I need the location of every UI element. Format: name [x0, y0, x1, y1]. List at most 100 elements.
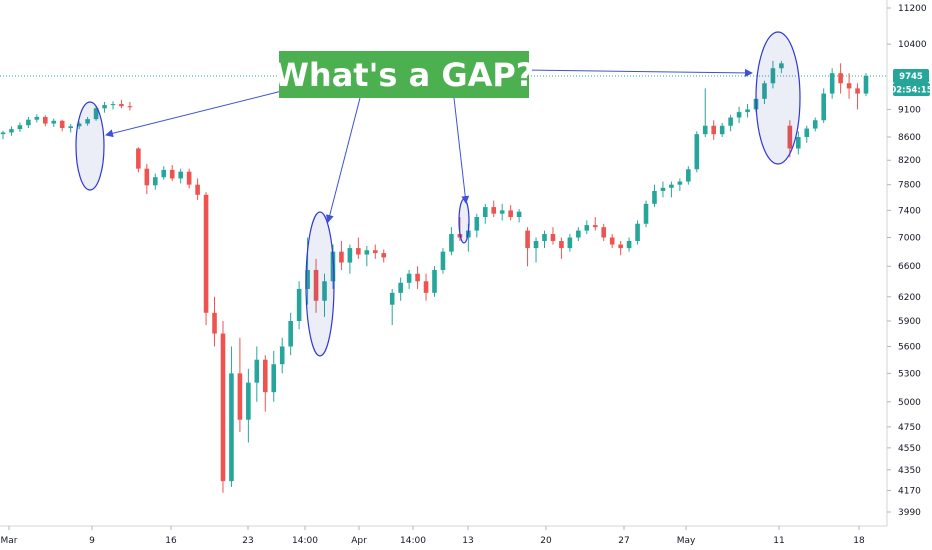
candle: [229, 346, 234, 487]
x-tick-label: Mar: [1, 536, 18, 546]
candle: [635, 220, 640, 245]
y-tick-label: 4170: [898, 486, 921, 496]
candle-body: [305, 269, 310, 289]
candle: [152, 173, 158, 190]
candle-body: [686, 169, 691, 182]
candle-body: [161, 169, 167, 178]
candle: [288, 312, 293, 356]
candle-body: [449, 234, 454, 252]
candle: [516, 209, 522, 223]
candle-body: [93, 108, 99, 120]
candle-body: [635, 223, 640, 242]
candle: [449, 227, 454, 256]
candle-body: [169, 169, 175, 179]
candle-body: [779, 63, 784, 69]
candle: [220, 320, 226, 493]
candle: [829, 68, 835, 99]
candle: [406, 269, 412, 289]
price-badges: 9745 02:54:15: [890, 68, 932, 96]
candle: [415, 266, 420, 289]
candle-body: [203, 194, 209, 313]
candle: [389, 288, 395, 326]
candle-body: [152, 177, 158, 186]
candle: [398, 277, 403, 301]
candle: [584, 220, 590, 235]
candle-body: [372, 250, 378, 254]
candle: [846, 73, 852, 99]
candle: [279, 337, 285, 374]
candle-body: [728, 117, 733, 126]
y-tick-label: 9100: [898, 105, 921, 115]
candle: [567, 234, 573, 252]
candle-body: [339, 251, 344, 263]
x-tick-label: 13: [462, 536, 473, 546]
candle: [499, 203, 505, 221]
candle-body: [804, 128, 810, 137]
candle: [745, 104, 750, 118]
candle-body: [51, 120, 57, 124]
candle: [59, 119, 65, 132]
candle-body: [626, 241, 632, 249]
candle-body: [838, 73, 843, 84]
candle: [34, 114, 40, 123]
last-price-label: 9745: [899, 72, 923, 82]
candle-body: [381, 253, 387, 258]
candle-body: [271, 364, 277, 393]
candle: [669, 181, 674, 198]
candle-body: [787, 125, 793, 149]
candle: [804, 125, 810, 143]
x-tick-label: 27: [618, 536, 629, 546]
candle-body: [516, 211, 522, 218]
candle: [626, 237, 632, 252]
candle-body: [229, 373, 234, 482]
candle: [76, 121, 82, 130]
candle-body: [643, 203, 649, 224]
candle-body: [618, 244, 623, 249]
candle-body: [406, 273, 412, 283]
candle-body: [525, 230, 530, 249]
x-tick-label: 20: [540, 536, 552, 546]
candle-body: [855, 88, 860, 94]
candle: [110, 101, 116, 110]
candle-body: [846, 83, 852, 89]
y-tick-label: 6200: [898, 293, 921, 303]
candle-body: [313, 269, 319, 301]
candle: [686, 166, 691, 185]
annotation-arrow: [523, 68, 753, 77]
candle-body: [43, 116, 48, 124]
candle-body: [347, 248, 353, 263]
candle-body: [356, 248, 361, 255]
candle: [643, 200, 649, 228]
candle-body: [652, 190, 657, 204]
y-tick-label: 7000: [898, 234, 921, 244]
candle-body: [550, 234, 556, 242]
candle-body: [559, 241, 564, 249]
candle-body: [220, 333, 226, 482]
candle-body: [660, 187, 666, 191]
candle: [313, 258, 319, 313]
title-box: What's a GAP?: [274, 51, 534, 98]
candle: [440, 248, 446, 274]
countdown-label: 02:54:15: [890, 85, 932, 95]
candle: [212, 296, 217, 347]
candle-body: [288, 320, 293, 347]
candle: [51, 118, 57, 127]
candle: [559, 237, 564, 259]
candle-body: [178, 171, 183, 179]
candle-body: [254, 359, 260, 383]
candle: [136, 147, 141, 173]
candle-body: [26, 119, 31, 126]
candle-body: [474, 217, 480, 231]
candle-body: [440, 251, 446, 270]
x-tick-label: 11: [773, 536, 784, 546]
y-tick-label: 3990: [898, 508, 921, 518]
candle-body: [364, 250, 370, 255]
candle: [203, 192, 209, 326]
candle: [322, 273, 327, 317]
candle-body: [296, 288, 302, 321]
candle: [186, 168, 192, 189]
x-tick-label: 18: [853, 536, 865, 546]
y-tick-label: 8200: [898, 156, 921, 166]
